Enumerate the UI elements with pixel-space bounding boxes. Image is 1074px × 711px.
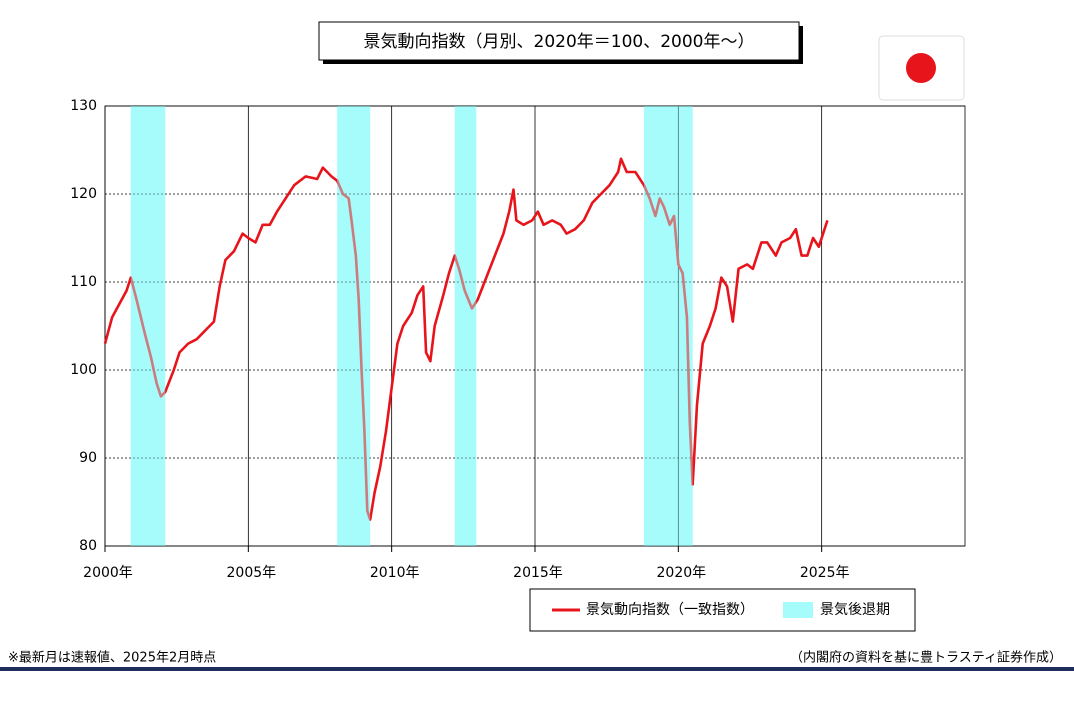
flag-sun (906, 53, 936, 83)
recession-overlay (337, 106, 371, 546)
y-tick-label: 100 (70, 362, 97, 378)
y-tick-label: 130 (70, 98, 97, 114)
x-tick-label: 2015年 (513, 565, 563, 581)
source: （内閣府の資料を基に豊トラスティ証券作成） (790, 650, 1062, 666)
x-tick-label: 2025年 (800, 565, 850, 581)
recession-band (130, 106, 166, 546)
legend-label: 景気後退期 (820, 602, 890, 618)
x-tick-label: 2010年 (370, 565, 420, 581)
recession-overlay (130, 106, 166, 546)
legend-label: 景気動向指数（一致指数） (586, 602, 754, 618)
footer-rule (0, 667, 1074, 671)
y-tick-label: 90 (79, 450, 97, 466)
chart-title: 景気動向指数（月別、2020年＝100、2000年～） (364, 32, 755, 52)
recession-band (454, 106, 477, 546)
y-tick-label: 80 (79, 538, 97, 554)
y-tick-label: 120 (70, 186, 97, 202)
y-tick-label: 110 (70, 274, 97, 290)
x-tick-label: 2020年 (657, 565, 707, 581)
x-tick-label: 2000年 (83, 565, 133, 581)
footnote: ※最新月は速報値、2025年2月時点 (8, 650, 216, 666)
series-line (103, 157, 829, 521)
legend-box (529, 588, 916, 632)
title-box (318, 21, 800, 61)
recession-overlay (643, 106, 693, 546)
recession-overlay (454, 106, 477, 546)
plot-frame (104, 105, 966, 547)
x-tick-label: 2005年 (227, 565, 277, 581)
legend-swatch (783, 602, 813, 618)
recession-band (643, 106, 693, 546)
